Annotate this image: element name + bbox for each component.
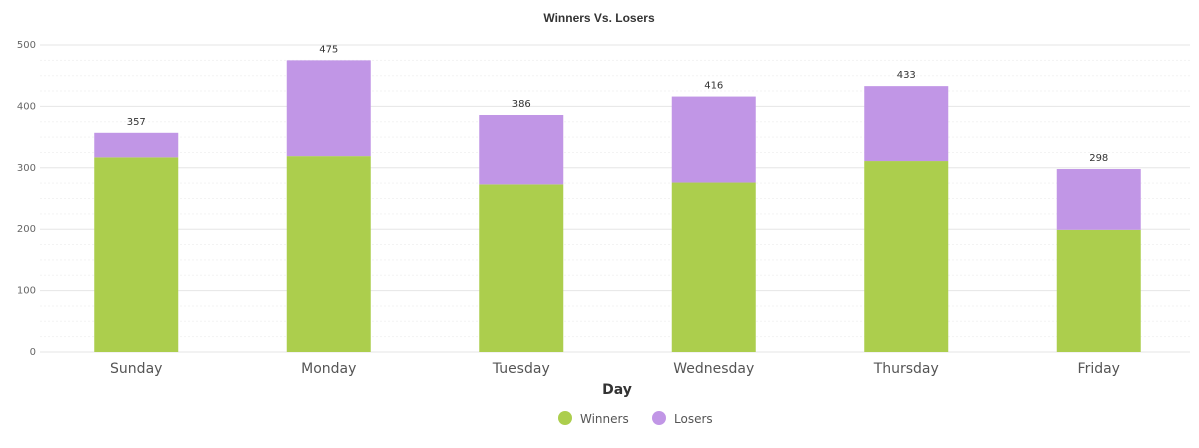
bars-layer [94, 60, 1141, 352]
bar-losers-wednesday[interactable] [671, 96, 756, 183]
y-tick-label: 500 [17, 40, 36, 51]
legend-marker-icon [558, 411, 572, 425]
x-tick-label: Friday [1078, 361, 1120, 377]
bar-winners-wednesday[interactable] [671, 182, 756, 352]
bar-total-label: 357 [127, 117, 146, 128]
bar-total-label: 475 [319, 44, 338, 55]
bar-winners-thursday[interactable] [864, 161, 949, 352]
legend-item-winners[interactable]: Winners [558, 411, 629, 426]
legend: Winners Losers [558, 411, 713, 426]
bar-losers-monday[interactable] [286, 60, 371, 157]
legend-marker-icon [652, 411, 666, 425]
bar-winners-friday[interactable] [1056, 229, 1141, 352]
x-tick-label: Monday [301, 361, 356, 377]
bar-winners-tuesday[interactable] [479, 184, 564, 352]
y-tick-label: 300 [17, 163, 36, 174]
total-labels-layer: 357 475 386 416 433 298 [127, 44, 1109, 164]
y-tick-label: 100 [17, 286, 36, 297]
legend-item-losers[interactable]: Losers [652, 411, 713, 426]
bar-winners-sunday[interactable] [94, 157, 179, 352]
x-axis-label: Day [602, 382, 632, 398]
y-axis-ticks: 0 100 200 300 400 500 [17, 40, 36, 358]
bar-total-label: 416 [704, 81, 723, 92]
grid-layer [40, 44, 1190, 353]
x-tick-label: Wednesday [673, 361, 754, 377]
x-tick-label: Sunday [110, 361, 162, 377]
chart-title: Winners Vs. Losers [543, 11, 655, 25]
x-axis-ticks: Sunday Monday Tuesday Wednesday Thursday Frid… [110, 361, 1120, 377]
bar-total-label: 386 [512, 99, 531, 110]
y-tick-label: 200 [17, 224, 36, 235]
y-tick-label: 400 [17, 101, 36, 112]
x-tick-label: Tuesday [492, 361, 550, 377]
bar-total-label: 433 [897, 70, 916, 81]
bar-total-label: 298 [1089, 153, 1108, 164]
bar-losers-friday[interactable] [1056, 169, 1141, 230]
legend-label: Winners [580, 412, 629, 426]
bar-losers-thursday[interactable] [864, 86, 949, 162]
bar-winners-monday[interactable] [286, 156, 371, 352]
y-tick-label: 0 [30, 347, 36, 358]
legend-label: Losers [674, 412, 713, 426]
bar-losers-tuesday[interactable] [479, 114, 564, 185]
bar-losers-sunday[interactable] [94, 132, 179, 158]
x-tick-label: Thursday [873, 361, 939, 377]
